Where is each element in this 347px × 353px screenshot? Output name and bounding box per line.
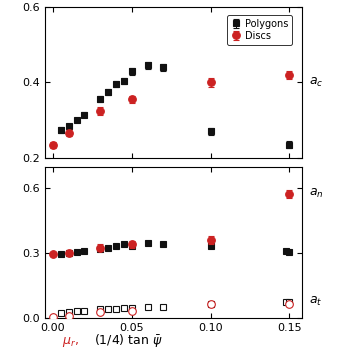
- Text: $\mu_r$,: $\mu_r$,: [62, 335, 79, 349]
- Text: $a_c$: $a_c$: [309, 76, 323, 89]
- Legend: Polygons, Discs: Polygons, Discs: [227, 15, 292, 45]
- Text: $a_t$: $a_t$: [309, 295, 322, 308]
- Text: $(1/4)$ tan $\bar{\psi}$: $(1/4)$ tan $\bar{\psi}$: [94, 333, 162, 349]
- Text: $a_n$: $a_n$: [309, 187, 323, 201]
